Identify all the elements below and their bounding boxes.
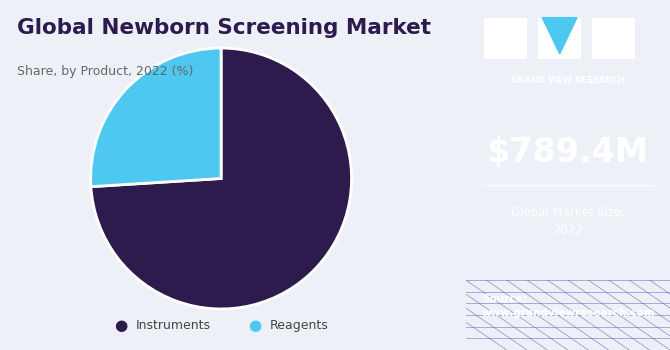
Wedge shape	[91, 48, 352, 309]
FancyBboxPatch shape	[592, 18, 635, 59]
Polygon shape	[542, 18, 577, 54]
Text: Source:
www.grandviewresearch.com: Source: www.grandviewresearch.com	[482, 294, 656, 318]
Text: Instruments: Instruments	[136, 319, 211, 332]
Text: Global Newborn Screening Market: Global Newborn Screening Market	[17, 18, 431, 37]
Text: ●: ●	[248, 318, 261, 333]
Text: Reagents: Reagents	[270, 319, 329, 332]
FancyBboxPatch shape	[538, 18, 581, 59]
Wedge shape	[90, 48, 221, 187]
Text: ●: ●	[114, 318, 127, 333]
Text: $789.4M: $789.4M	[487, 136, 649, 169]
Text: Global Market Size,
2022: Global Market Size, 2022	[511, 206, 625, 237]
FancyBboxPatch shape	[484, 18, 527, 59]
Text: Share, by Product, 2022 (%): Share, by Product, 2022 (%)	[17, 65, 193, 78]
Text: GRAND VIEW RESEARCH: GRAND VIEW RESEARCH	[511, 76, 624, 85]
